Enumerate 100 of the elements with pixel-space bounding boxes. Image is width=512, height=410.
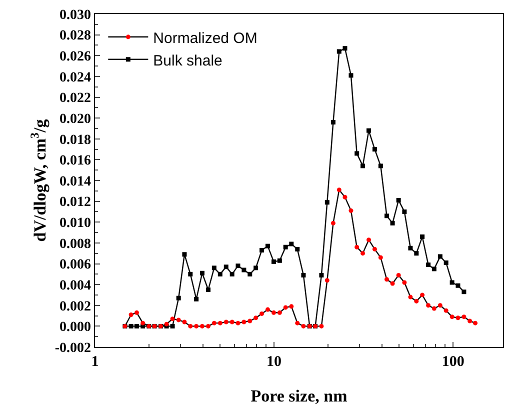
- point: [372, 147, 377, 152]
- point: [438, 254, 442, 259]
- point: [450, 280, 454, 285]
- y-tick-label: 0.016: [60, 154, 92, 169]
- point: [254, 316, 258, 320]
- point: [324, 278, 330, 283]
- point: [283, 305, 288, 310]
- y-tick-label: 0.026: [60, 50, 92, 65]
- point: [271, 259, 276, 264]
- point: [444, 260, 448, 265]
- x-tick-label: 10: [266, 354, 282, 370]
- point: [182, 320, 187, 324]
- point: [342, 194, 348, 200]
- point: [128, 312, 134, 317]
- y-tick-label: 0.024: [60, 70, 92, 86]
- y-tick-label: -0.002: [54, 340, 92, 356]
- y-tick-label: 0.000: [60, 320, 92, 336]
- point: [384, 277, 389, 282]
- point: [295, 246, 300, 252]
- point: [462, 290, 466, 294]
- point: [265, 244, 270, 248]
- point: [348, 73, 354, 78]
- point: [301, 272, 306, 278]
- point: [236, 320, 240, 326]
- point: [378, 255, 383, 260]
- point: [414, 251, 419, 256]
- point: [366, 238, 371, 242]
- point: [218, 320, 222, 326]
- y-tick-label: 0.022: [60, 91, 92, 106]
- point: [366, 128, 371, 133]
- point: [414, 298, 419, 304]
- point: [212, 266, 216, 270]
- point: [134, 324, 139, 328]
- y-tick-label: 0.008: [60, 236, 92, 252]
- point: [319, 324, 324, 328]
- point: [230, 320, 234, 324]
- point: [342, 46, 348, 51]
- point: [170, 324, 175, 328]
- point: [390, 281, 395, 286]
- point: [426, 303, 431, 308]
- legend-label: Normalized OM: [153, 30, 258, 47]
- point: [390, 220, 395, 226]
- point: [456, 316, 460, 320]
- x-tick-label: 100: [442, 354, 464, 370]
- point: [468, 318, 472, 324]
- point: [432, 266, 436, 272]
- point: [236, 264, 240, 268]
- point: [473, 320, 478, 326]
- y-tick-label: 0.006: [60, 258, 92, 273]
- point: [420, 234, 425, 239]
- x-tick-label: 1: [91, 354, 99, 370]
- point: [128, 324, 134, 328]
- point: [224, 264, 228, 270]
- point: [271, 310, 276, 315]
- point: [260, 311, 264, 316]
- y-tick-label: 0.018: [60, 132, 92, 148]
- x-axis-title: Pore size, nm: [250, 386, 348, 406]
- point: [354, 151, 360, 156]
- y-tick-label: 0.028: [60, 28, 92, 44]
- point: [283, 244, 288, 250]
- point: [182, 252, 187, 257]
- point: [420, 292, 425, 298]
- point: [289, 304, 294, 309]
- point: [254, 266, 258, 270]
- point: [336, 49, 342, 54]
- point: [200, 324, 204, 328]
- point: [140, 320, 146, 326]
- point: [360, 251, 366, 256]
- point: [248, 272, 252, 276]
- point: [265, 307, 270, 312]
- point: [324, 200, 330, 205]
- point: [200, 270, 204, 276]
- point: [277, 258, 282, 263]
- point: [330, 120, 336, 124]
- point: [354, 244, 360, 250]
- point: [230, 272, 234, 276]
- point: [188, 272, 193, 276]
- point: [336, 188, 342, 192]
- point: [260, 248, 264, 252]
- point: [330, 220, 336, 226]
- point: [188, 324, 193, 328]
- point: [402, 280, 407, 285]
- point: [170, 316, 175, 322]
- point: [462, 314, 466, 320]
- point: [408, 294, 413, 300]
- y-tick-label: 0.010: [60, 216, 92, 232]
- point: [206, 324, 210, 328]
- point: [456, 283, 460, 288]
- y-tick-label: 0.012: [60, 195, 92, 210]
- point: [384, 214, 389, 218]
- point: [396, 198, 401, 203]
- point: [372, 246, 377, 252]
- y-tick-label: 0.004: [60, 278, 92, 294]
- point: [378, 164, 383, 168]
- point: [438, 303, 442, 308]
- point: [295, 320, 300, 326]
- point: [319, 272, 324, 278]
- point: [248, 318, 252, 324]
- point: [360, 164, 366, 168]
- point: [194, 324, 199, 328]
